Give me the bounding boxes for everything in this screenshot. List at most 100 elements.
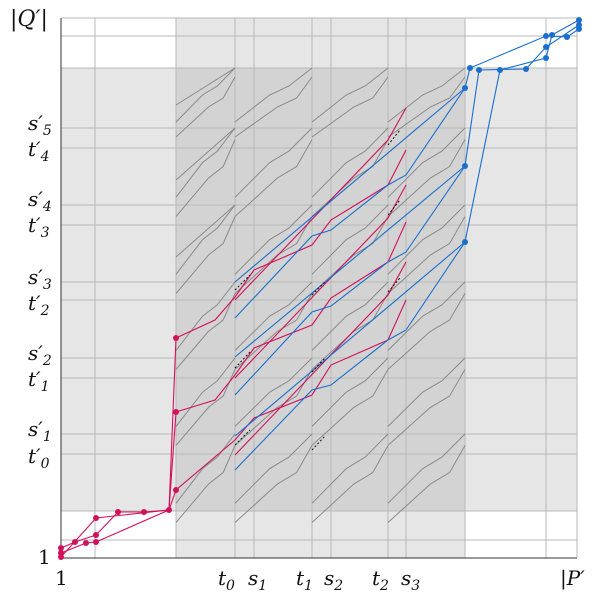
free-space-curve: [175, 445, 236, 523]
x-axis-end-label: |P′: [560, 566, 585, 591]
x-tick-label: t0: [218, 566, 235, 594]
free-space-curve: [175, 281, 236, 351]
blue-vertex: [543, 55, 549, 61]
free-space-curve: [311, 67, 389, 123]
y-tick-label: t′1: [28, 367, 50, 395]
blue-vertex: [467, 65, 473, 71]
x-axis-start-label: 1: [55, 566, 68, 590]
y-tick-label: s′1: [28, 417, 52, 445]
free-space-curve: [387, 139, 466, 217]
blue-vertex: [543, 44, 549, 50]
free-space-curve: [387, 204, 466, 275]
dashed-gap: [311, 435, 326, 451]
free-space-curve: [387, 293, 466, 370]
red-vertex: [173, 409, 179, 415]
dashed-gap: [234, 429, 251, 446]
free-space-curve: [387, 216, 466, 294]
y-tick-label: s′4: [28, 187, 52, 215]
free-space-curve: [175, 67, 236, 106]
path-vertices: [58, 17, 582, 560]
dashed-gap: [387, 277, 401, 293]
y-tick-label: s′3: [28, 265, 52, 293]
free-space-curve: [387, 445, 466, 523]
blue-vertex: [523, 66, 529, 72]
x-tick-label: s3: [401, 566, 420, 594]
red-vertex: [166, 507, 172, 513]
free-space-curve: [387, 433, 466, 504]
free-space-curve: [387, 76, 466, 138]
free-space-curve: [234, 281, 313, 351]
free-space-curve: [311, 281, 389, 351]
free-space-curve: [234, 445, 313, 523]
blue-vertex: [462, 85, 468, 91]
blue-paths: [234, 19, 580, 471]
y-tick-labels: s′5t′4 s′4t′3 s′3t′2 s′2t′1 s′1t′0: [28, 111, 52, 472]
free-space-curve: [175, 127, 236, 198]
blue-vertex: [462, 239, 468, 245]
axis-labels: |Q′| 1 1 |P′: [10, 7, 585, 591]
x-tick-label: s1: [248, 566, 267, 594]
dashed-gap: [234, 274, 251, 291]
free-space-curve: [387, 281, 466, 351]
free-space-curve: [387, 369, 466, 446]
red-vertex: [83, 540, 89, 546]
free-space-boundaries: [175, 67, 466, 523]
free-space-curve: [234, 293, 313, 370]
red-vertex: [93, 515, 99, 521]
blue-vertex: [476, 67, 482, 73]
red-vertex: [58, 554, 64, 560]
free-space-curve: [234, 139, 313, 217]
free-space-curve: [234, 357, 313, 427]
free-space-curve: [175, 433, 236, 504]
blue-vertex: [497, 67, 503, 73]
free-space-curve: [234, 204, 313, 275]
free-space-curve: [311, 433, 389, 504]
blue-vertex: [576, 26, 582, 32]
y-tick-label: s′2: [28, 341, 52, 369]
red-path: [234, 184, 407, 379]
dashed-gap: [311, 357, 326, 373]
free-space-curve: [234, 76, 313, 138]
x-tick-label: t2: [372, 566, 389, 594]
x-tick-label: s2: [324, 566, 343, 594]
red-vertex: [93, 539, 99, 545]
red-vertex: [115, 509, 121, 515]
y-axis-start-label: 1: [38, 545, 51, 569]
red-vertex: [58, 545, 64, 551]
blue-vertex: [543, 33, 549, 39]
red-vertex: [173, 335, 179, 341]
free-space-curve: [175, 76, 236, 138]
grid-lines: [60, 17, 578, 559]
free-space-curve: [234, 67, 313, 123]
free-space-curve: [311, 76, 389, 138]
blue-vertex: [576, 17, 582, 23]
blue-path: [234, 19, 580, 471]
blue-vertex: [462, 163, 468, 169]
dashed-gaps: [234, 129, 401, 451]
free-space-curve: [175, 293, 236, 370]
free-space-curve: [175, 127, 236, 181]
dashed-gap: [387, 129, 401, 146]
blue-path: [234, 28, 580, 319]
red-vertex: [141, 509, 147, 515]
y-tick-label: t′4: [28, 137, 50, 165]
free-space-curve: [387, 357, 466, 427]
free-space-curve: [175, 67, 236, 123]
free-space-curve: [175, 204, 236, 275]
red-path: [234, 261, 407, 456]
free-space-curve: [311, 127, 389, 198]
free-space-curve: [311, 445, 389, 523]
y-tick-label: t′2: [28, 291, 50, 319]
red-vertex: [93, 532, 99, 538]
blue-path: [234, 165, 466, 358]
x-tick-label: t1: [296, 566, 313, 594]
blue-path: [234, 87, 466, 283]
y-tick-label: t′3: [28, 213, 50, 241]
red-vertex: [173, 487, 179, 493]
free-space-curve: [175, 357, 236, 427]
dashed-gap: [387, 199, 401, 216]
blue-vertex: [549, 32, 555, 38]
y-tick-label: s′5: [28, 111, 52, 139]
y-tick-label: t′0: [28, 444, 50, 472]
